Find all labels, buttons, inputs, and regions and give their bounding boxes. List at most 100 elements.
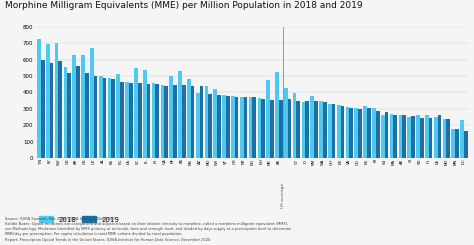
Bar [226, 96, 230, 158]
Bar [390, 114, 393, 158]
Text: US average: US average [281, 183, 285, 208]
Bar [434, 117, 438, 158]
Bar [416, 115, 420, 158]
Bar [209, 94, 212, 158]
Bar [257, 98, 261, 158]
Bar [319, 101, 323, 158]
Bar [372, 108, 376, 158]
Text: Morphine Milligram Equivalents (MME) per Million Population in 2018 and 2019: Morphine Milligram Equivalents (MME) per… [5, 1, 362, 10]
Bar [399, 115, 402, 158]
Bar [134, 68, 138, 158]
Bar [213, 89, 217, 158]
Bar [314, 101, 318, 158]
Bar [235, 97, 238, 158]
Bar [161, 85, 164, 158]
Bar [155, 84, 159, 158]
Bar [164, 86, 168, 158]
Bar [420, 118, 424, 158]
Bar [384, 112, 388, 158]
Bar [428, 118, 432, 158]
Bar [288, 99, 292, 158]
Bar [443, 119, 447, 158]
Bar [200, 86, 203, 158]
Bar [425, 115, 428, 158]
Bar [240, 97, 244, 158]
Bar [90, 48, 94, 158]
Bar [205, 86, 209, 158]
Bar [187, 79, 191, 158]
Bar [266, 80, 270, 158]
Bar [173, 85, 177, 158]
Bar [349, 108, 353, 158]
Bar [108, 78, 111, 158]
Bar [120, 82, 124, 158]
Text: Source: IQVIA Xponent, Mar 2020; IQVIA Institute, Nov 2020
Exhibit Notes: Opioid: Source: IQVIA Xponent, Mar 2020; IQVIA I… [5, 217, 291, 242]
Bar [169, 76, 173, 158]
Bar [275, 72, 279, 158]
Bar [252, 98, 256, 158]
Bar [402, 115, 406, 158]
Bar [296, 101, 300, 158]
Bar [222, 95, 226, 158]
Bar [393, 115, 397, 158]
Bar [455, 129, 459, 158]
Bar [191, 86, 194, 158]
Bar [407, 117, 411, 158]
Bar [102, 78, 106, 158]
Bar [143, 70, 146, 158]
Bar [249, 98, 252, 158]
Bar [284, 87, 288, 158]
Bar [37, 39, 41, 158]
Bar [346, 107, 349, 158]
Bar [310, 96, 314, 158]
Bar [293, 93, 296, 158]
Bar [411, 116, 415, 158]
Bar [328, 104, 332, 158]
Bar [323, 102, 327, 158]
Bar [58, 61, 62, 158]
Bar [152, 83, 155, 158]
Bar [76, 66, 80, 158]
Bar [146, 84, 150, 158]
Bar [73, 55, 76, 158]
Bar [355, 108, 358, 158]
Bar [460, 120, 464, 158]
Bar [111, 79, 115, 158]
Bar [358, 109, 362, 158]
Bar [244, 97, 247, 158]
Bar [301, 102, 305, 158]
Bar [381, 115, 384, 158]
Bar [363, 106, 367, 158]
Bar [196, 93, 200, 158]
Bar [125, 82, 129, 158]
Bar [332, 104, 336, 158]
Bar [41, 60, 45, 158]
Bar [464, 131, 468, 158]
Bar [46, 44, 50, 158]
Bar [99, 76, 102, 158]
Bar [55, 43, 58, 158]
Bar [231, 96, 235, 158]
Bar [182, 85, 186, 158]
Bar [451, 129, 455, 158]
Bar [270, 100, 274, 158]
Bar [85, 73, 89, 158]
Bar [129, 83, 133, 158]
Bar [447, 119, 450, 158]
Bar [94, 76, 98, 158]
Bar [367, 108, 371, 158]
Bar [138, 83, 142, 158]
Bar [340, 106, 344, 158]
Bar [261, 99, 265, 158]
Bar [67, 73, 71, 158]
Bar [279, 100, 283, 158]
Bar [217, 95, 221, 158]
Bar [50, 63, 54, 158]
Bar [438, 115, 441, 158]
Bar [376, 111, 380, 158]
Bar [305, 101, 309, 158]
Bar [178, 71, 182, 158]
Bar [81, 55, 85, 158]
Bar [64, 67, 67, 158]
Legend: 2018, 2019: 2018, 2019 [39, 216, 119, 223]
